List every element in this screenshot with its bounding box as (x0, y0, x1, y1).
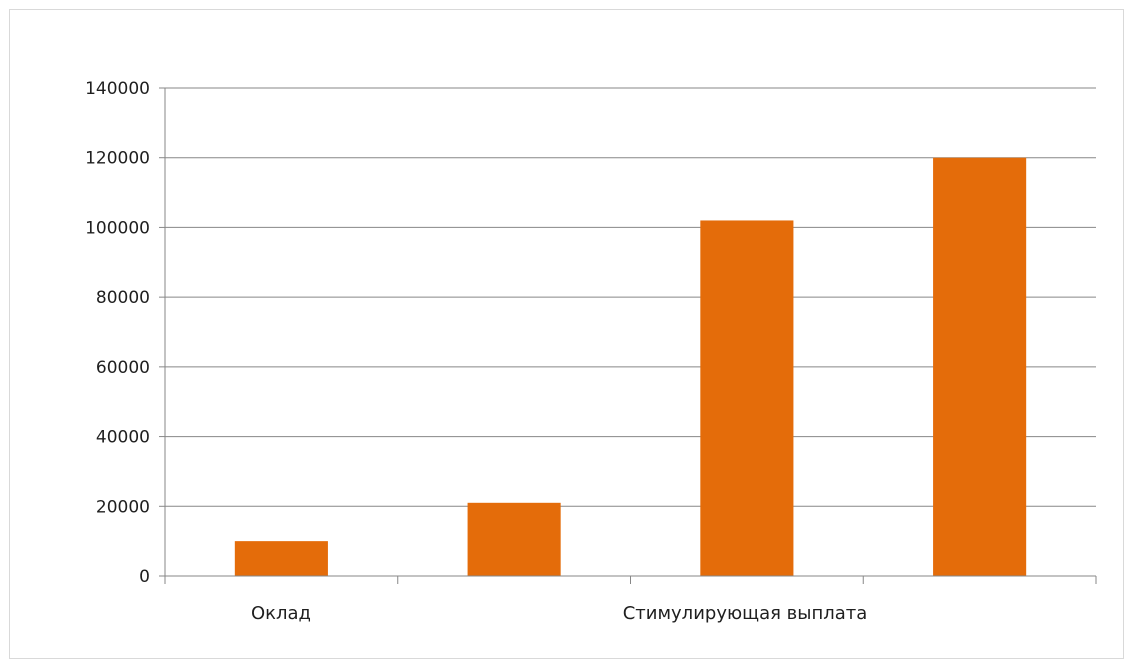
y-tick-label: 60000 (96, 358, 150, 378)
y-tick-label: 140000 (85, 79, 150, 99)
y-tick-label: 0 (139, 567, 150, 587)
y-tick-label: 40000 (96, 428, 150, 448)
y-tick-labels: 0 20000 40000 60000 80000 100000 120000 140000 (85, 79, 150, 587)
axes (159, 87, 1097, 584)
bar-1 (234, 541, 328, 576)
y-tick-label: 100000 (85, 218, 150, 238)
bar-2 (467, 502, 561, 576)
bar-4 (933, 157, 1027, 576)
category-label-stimulating-payment: Стимулирующая выплата (623, 603, 868, 624)
y-tick-label: 80000 (96, 288, 150, 308)
bar-3 (700, 220, 794, 576)
category-label-okald: Оклад (251, 603, 311, 624)
y-tick-label: 20000 (96, 497, 150, 517)
y-tick-label: 120000 (85, 149, 150, 169)
bars (234, 157, 1027, 576)
